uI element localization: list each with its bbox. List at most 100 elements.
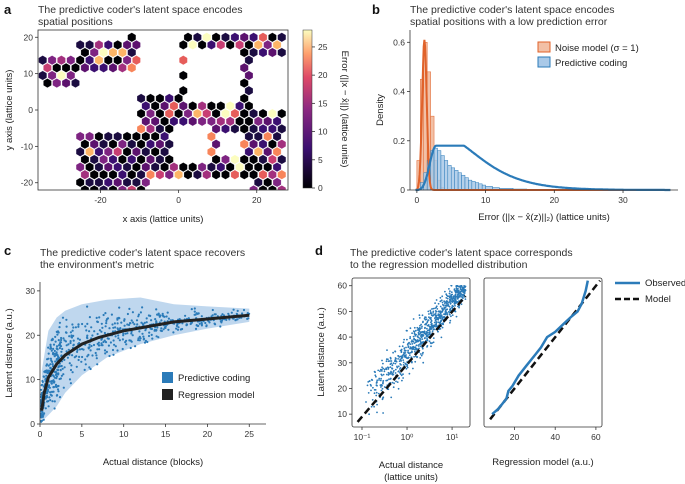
d-point [451, 314, 454, 316]
c-point [117, 334, 120, 337]
panel-a-ytick-label: 10 [24, 69, 34, 79]
d-point [370, 385, 372, 387]
d-point [390, 371, 393, 374]
panel-d-left-model-line [356, 295, 467, 423]
d-point [441, 308, 444, 311]
d-point [412, 345, 415, 348]
panel-c-xtick-label: 20 [203, 429, 213, 439]
c-point [176, 322, 179, 325]
d-point [418, 337, 421, 339]
d-point [428, 316, 430, 319]
panel-d-points [365, 282, 467, 416]
hexbin-cell [212, 139, 221, 149]
c-point [120, 321, 123, 324]
c-point [61, 316, 65, 319]
hexbin-cell [179, 55, 188, 65]
c-point [73, 356, 76, 359]
panel-b-ytick-label: 0.6 [393, 37, 405, 47]
d-point [453, 288, 456, 291]
d-point [387, 371, 390, 374]
hexbin-cell [99, 170, 108, 180]
d-point [394, 350, 396, 353]
hexbin-cell [230, 170, 239, 180]
hexbin-cell [76, 131, 85, 142]
colorbar-tick-label: 5 [318, 155, 323, 165]
c-point [112, 353, 115, 356]
hexbin-cell [146, 154, 155, 165]
c-point [76, 350, 79, 353]
d-point [416, 326, 419, 329]
d-point [405, 329, 408, 332]
c-point [235, 312, 238, 315]
c-point [154, 318, 157, 321]
c-point [89, 349, 92, 352]
c-point [52, 390, 55, 393]
hexbin-cell [268, 154, 277, 165]
c-point [62, 337, 65, 340]
c-point [103, 349, 107, 352]
hexbin-cell [118, 139, 127, 149]
c-point [230, 311, 233, 314]
c-point [55, 345, 59, 348]
d-point [396, 381, 399, 383]
panel-c-ytick-label: 10 [26, 375, 36, 385]
colorbar-tick-label: 10 [318, 127, 328, 137]
c-point [129, 346, 132, 350]
d-point [383, 368, 386, 371]
hexbin-cell [80, 139, 89, 149]
legend-label-predictive: Predictive coding [555, 58, 627, 69]
panel-c-legend: Predictive coding Regression model [162, 372, 255, 401]
c-point [59, 341, 63, 344]
legend-swatch-c-predictive [162, 372, 173, 383]
d-point [399, 355, 402, 358]
d-point [395, 360, 398, 363]
d-point [385, 379, 388, 382]
c-point [153, 329, 156, 332]
hexbin-cell [259, 170, 267, 180]
c-point [68, 378, 72, 381]
c-point [54, 354, 57, 357]
hexbin-cell [141, 101, 150, 111]
c-point [207, 320, 210, 323]
d-point [430, 322, 433, 325]
panel-a-ytick-label: -20 [21, 178, 34, 188]
d-point [464, 283, 466, 285]
hexbin-cell [254, 40, 263, 50]
c-point [117, 328, 120, 331]
d-point [375, 391, 378, 394]
d-point [428, 331, 431, 334]
d-point [422, 361, 425, 364]
d-point [414, 348, 416, 351]
hexbin-cell [268, 124, 277, 134]
hexbin-cell [160, 101, 169, 111]
colorbar-tick-label: 15 [318, 98, 328, 108]
c-point [52, 347, 55, 350]
d-point [407, 349, 409, 352]
d-point [381, 370, 383, 372]
hexbin-cell [85, 131, 94, 142]
hexbin-cell [244, 147, 253, 157]
c-point [91, 334, 94, 337]
d-point [380, 389, 383, 392]
hexbin-cell [165, 109, 174, 119]
hexbin-cell [165, 93, 174, 103]
panel-d-left-xtick-label: 10¹ [446, 432, 458, 442]
c-point [144, 339, 147, 342]
d-point [432, 337, 435, 339]
d-point [407, 356, 410, 359]
panel-d-right-xtick-label: 40 [550, 432, 560, 442]
hexbin-cell [212, 154, 221, 165]
panel-d-left-ytick-label: 30 [338, 358, 348, 368]
d-point [419, 332, 421, 335]
c-point [65, 344, 68, 347]
d-point [460, 282, 462, 284]
d-point [462, 282, 464, 284]
c-point [41, 380, 44, 383]
c-point [107, 344, 110, 347]
d-point [395, 380, 397, 383]
c-point [137, 313, 140, 316]
hexbin-cell [259, 185, 267, 190]
d-point [408, 354, 411, 356]
c-point [53, 349, 56, 352]
hexbin-cell [94, 162, 103, 172]
